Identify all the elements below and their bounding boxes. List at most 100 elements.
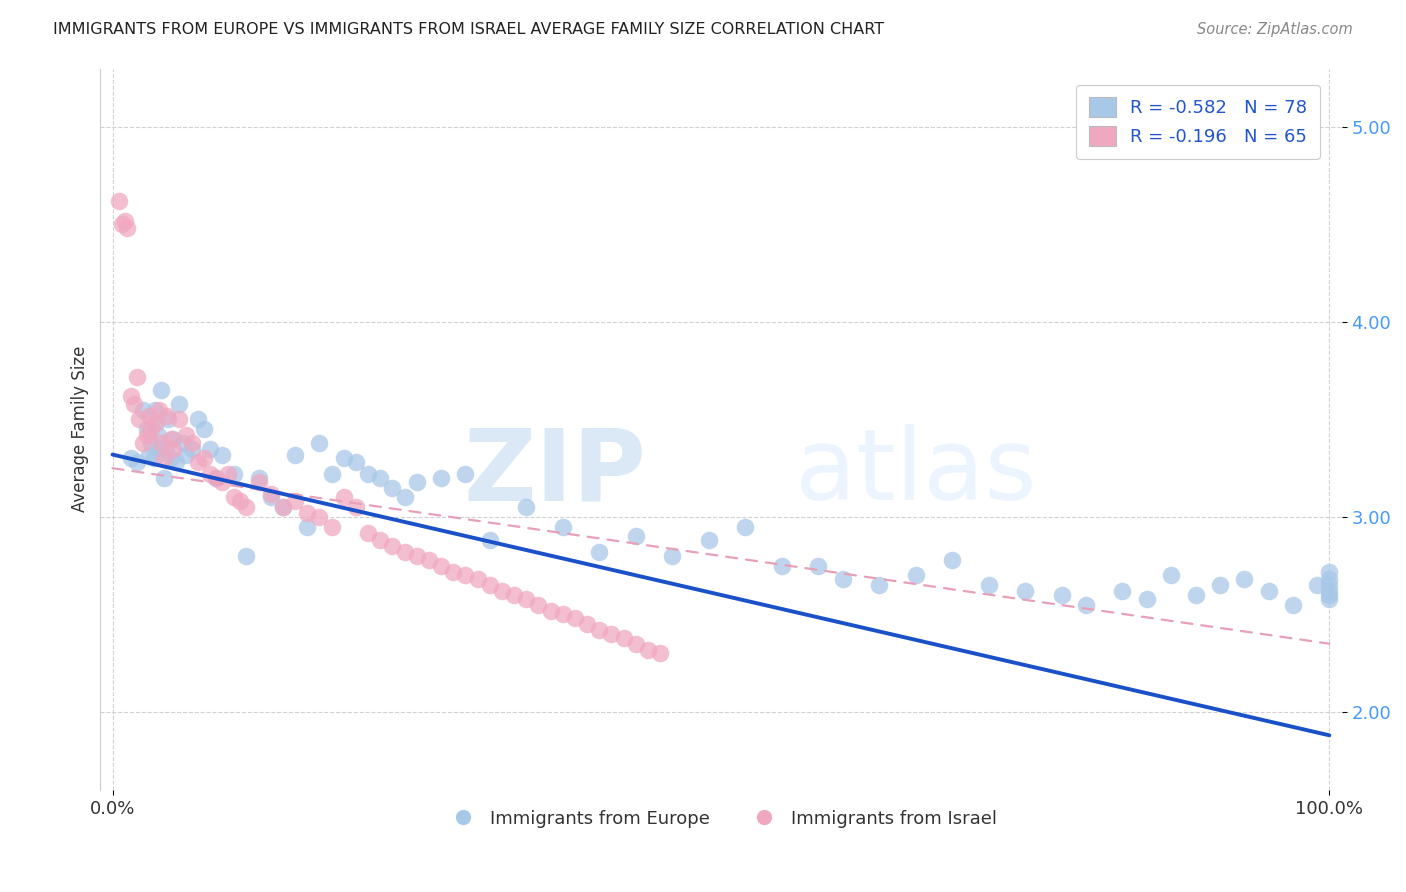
Point [321, 467, 343, 481]
Point [1050, 588, 1073, 602]
Point [165, 455, 187, 469]
Point [198, 467, 221, 481]
Point [637, 642, 659, 657]
Point [394, 545, 416, 559]
Point [247, 471, 270, 485]
Point [211, 448, 233, 462]
Point [146, 428, 169, 442]
Point [1111, 584, 1133, 599]
Point [441, 565, 464, 579]
Point [174, 448, 197, 462]
Point [297, 519, 319, 533]
Point [132, 402, 155, 417]
Point [205, 471, 228, 485]
Point [156, 409, 179, 423]
Point [600, 627, 623, 641]
Point [132, 435, 155, 450]
Point [381, 539, 404, 553]
Point [128, 412, 150, 426]
Point [152, 451, 174, 466]
Point [515, 500, 537, 515]
Point [527, 598, 550, 612]
Point [357, 525, 380, 540]
Point [941, 553, 963, 567]
Point [271, 500, 294, 515]
Point [172, 435, 194, 450]
Point [297, 506, 319, 520]
Point [430, 471, 453, 485]
Point [1257, 584, 1279, 599]
Point [503, 588, 526, 602]
Point [142, 451, 165, 466]
Point [169, 412, 191, 426]
Point [284, 448, 307, 462]
Point [180, 435, 202, 450]
Point [1209, 578, 1232, 592]
Point [120, 451, 142, 466]
Point [187, 412, 209, 426]
Point [405, 475, 427, 489]
Point [187, 455, 209, 469]
Point [125, 369, 148, 384]
Point [418, 553, 440, 567]
Y-axis label: Average Family Size: Average Family Size [72, 346, 89, 512]
Point [157, 412, 180, 426]
Point [344, 500, 367, 515]
Point [1184, 588, 1206, 602]
Point [467, 572, 489, 586]
Point [155, 442, 177, 456]
Point [454, 467, 477, 481]
Point [162, 442, 184, 456]
Point [515, 591, 537, 606]
Point [150, 435, 173, 450]
Point [141, 422, 163, 436]
Point [284, 494, 307, 508]
Point [138, 409, 160, 423]
Point [357, 467, 380, 481]
Point [260, 486, 283, 500]
Point [430, 558, 453, 573]
Point [148, 402, 170, 417]
Point [107, 194, 129, 208]
Point [162, 432, 184, 446]
Point [224, 491, 246, 505]
Point [169, 397, 191, 411]
Point [977, 578, 1000, 592]
Point [260, 491, 283, 505]
Point [235, 500, 257, 515]
Point [551, 519, 574, 533]
Point [138, 448, 160, 462]
Point [193, 451, 215, 466]
Point [111, 218, 134, 232]
Point [770, 558, 793, 573]
Point [1317, 584, 1340, 599]
Point [135, 428, 157, 442]
Text: ZIP: ZIP [464, 424, 647, 521]
Point [180, 442, 202, 456]
Point [588, 623, 610, 637]
Point [381, 481, 404, 495]
Point [613, 631, 636, 645]
Point [540, 603, 562, 617]
Point [205, 471, 228, 485]
Point [120, 389, 142, 403]
Legend: Immigrants from Europe, Immigrants from Israel: Immigrants from Europe, Immigrants from … [437, 803, 1004, 835]
Point [478, 578, 501, 592]
Point [148, 442, 170, 456]
Point [160, 451, 183, 466]
Point [454, 568, 477, 582]
Point [1136, 591, 1159, 606]
Point [868, 578, 890, 592]
Point [831, 572, 853, 586]
Point [1317, 578, 1340, 592]
Point [160, 432, 183, 446]
Point [491, 584, 513, 599]
Point [624, 637, 647, 651]
Point [143, 417, 166, 431]
Point [174, 428, 197, 442]
Point [143, 402, 166, 417]
Point [648, 647, 671, 661]
Point [224, 467, 246, 481]
Point [308, 435, 330, 450]
Point [1233, 572, 1256, 586]
